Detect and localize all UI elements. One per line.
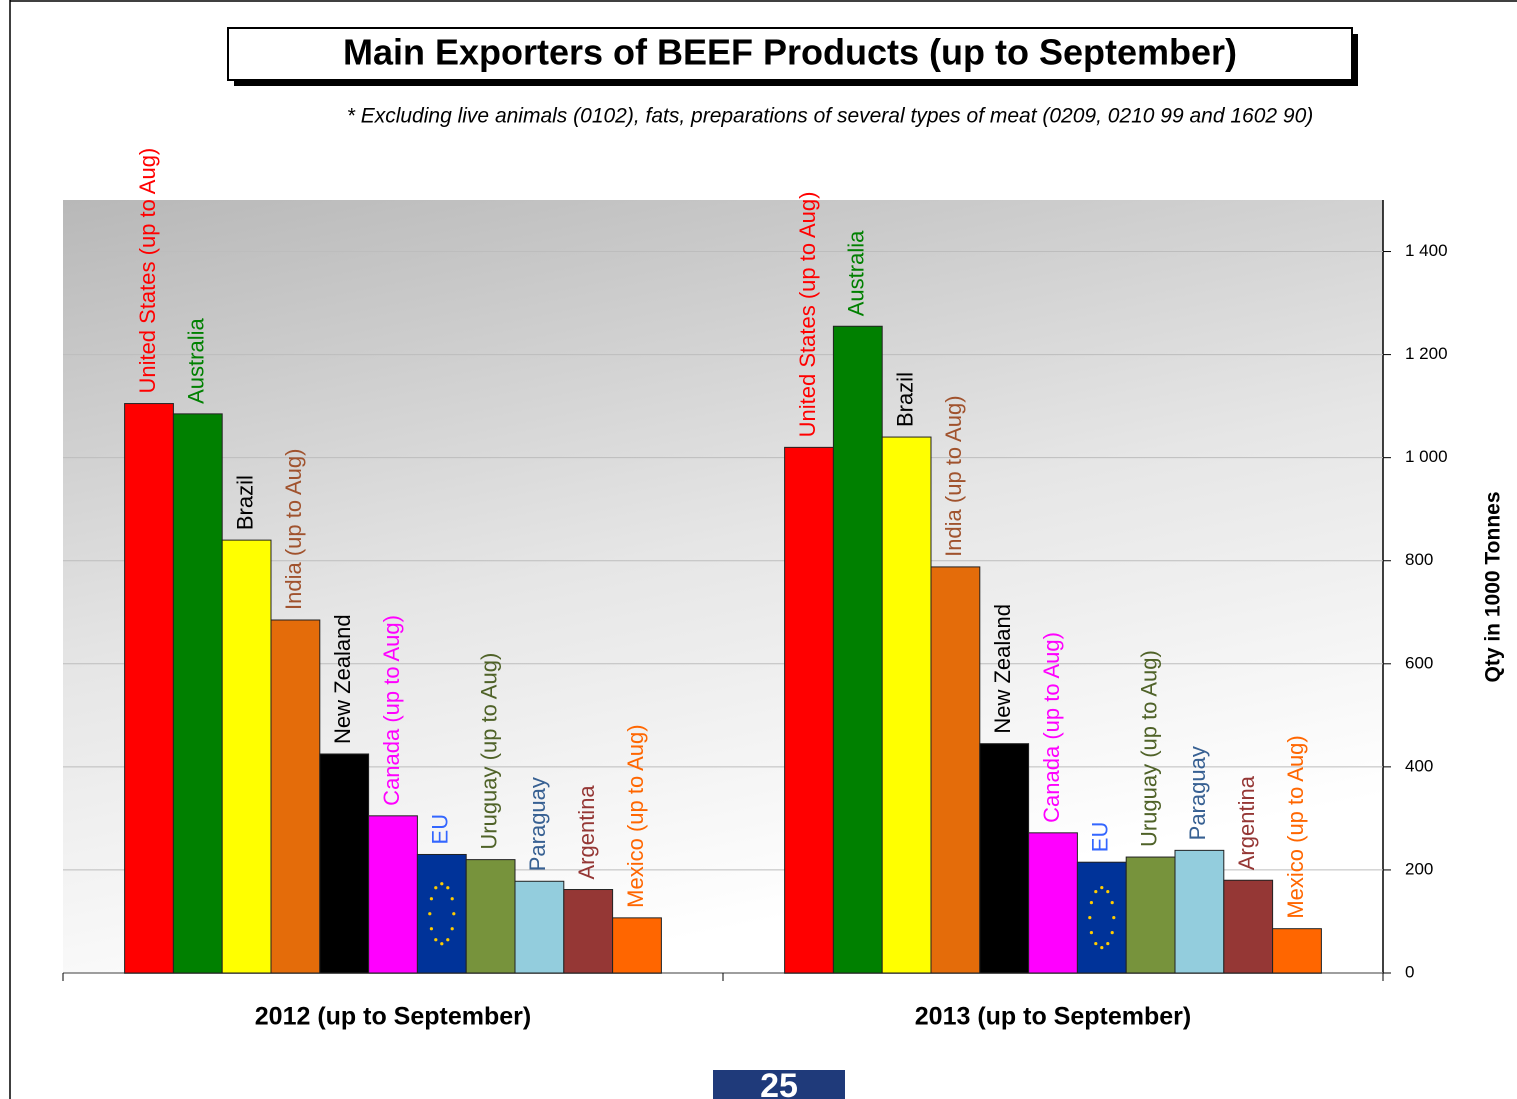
eu-star [434, 938, 438, 942]
series-label: Paraguay [1185, 746, 1210, 840]
series-label: Australia [184, 318, 209, 404]
bar [172, 413, 223, 974]
bar [1174, 849, 1225, 974]
eu-star [450, 927, 454, 931]
eu-star [1088, 916, 1092, 920]
title-box [227, 27, 1353, 81]
eu-star [1100, 946, 1104, 950]
eu-star [429, 927, 434, 931]
eu-star [446, 938, 450, 942]
series-label: Australia [844, 230, 869, 316]
eu-star [446, 886, 450, 890]
series-label: India (up to Aug) [941, 395, 966, 556]
eu-star [1110, 931, 1114, 935]
x-tick-label: 2012 (up to September) [255, 1003, 531, 1031]
eu-star [1106, 890, 1110, 894]
bar [221, 539, 272, 974]
series-label: Argentina [1234, 775, 1259, 870]
y-axis-label: Qty in 1000 Tonnes [1482, 492, 1505, 683]
bar [784, 446, 834, 974]
eu-star [450, 897, 454, 901]
y-tick-label: 600 [1405, 653, 1433, 672]
y-tick-label: 1 200 [1405, 344, 1448, 363]
bar [514, 880, 565, 974]
x-tick-label: 2013 (up to September) [915, 1003, 1191, 1031]
series-label: EU [1088, 822, 1113, 853]
series-label: United States (up to Aug) [795, 192, 820, 438]
eu-star [1110, 901, 1114, 905]
eu-star [1106, 941, 1110, 946]
eu-star [1094, 941, 1098, 946]
bar [832, 325, 883, 974]
bar [1028, 832, 1078, 974]
eu-star [1112, 916, 1116, 920]
page-number: 25 [760, 1067, 798, 1099]
eu-star [1100, 886, 1104, 890]
y-tick-label: 800 [1405, 550, 1433, 569]
eu-star [434, 886, 438, 890]
eu-star [1089, 931, 1094, 935]
bar [930, 566, 981, 974]
series-label: Paraguay [525, 777, 550, 871]
series-label: Canada (up to Aug) [1039, 632, 1064, 823]
chart-title: Main Exporters of BEEF Products (up to S… [343, 32, 1237, 73]
bar [368, 815, 418, 974]
series-label: Uruguay (up to Aug) [476, 653, 501, 850]
bar [1223, 879, 1274, 974]
y-tick-label: 200 [1405, 859, 1433, 878]
bar [416, 853, 467, 974]
eu-star [452, 912, 456, 916]
series-label: New Zealand [990, 604, 1015, 734]
y-tick-label: 400 [1405, 756, 1433, 775]
eu-star [1089, 901, 1094, 905]
bar [563, 889, 614, 974]
series-label: New Zealand [330, 614, 355, 744]
series-label: Argentina [574, 785, 599, 880]
bar [1125, 856, 1176, 974]
bar [270, 619, 321, 974]
eu-star [440, 882, 444, 886]
series-label: Canada (up to Aug) [379, 615, 404, 806]
bar [1076, 861, 1127, 974]
bar [881, 436, 932, 974]
page-number-box [713, 1070, 845, 1099]
bar [979, 743, 1030, 974]
subtitle: * Excluding live animals (0102), fats, p… [347, 105, 1314, 128]
series-label: Mexico (up to Aug) [623, 724, 648, 907]
bar [124, 403, 174, 974]
series-label: India (up to Aug) [281, 449, 306, 610]
series-label: Uruguay (up to Aug) [1136, 650, 1161, 847]
series-label: United States (up to Aug) [135, 148, 160, 394]
y-tick-label: 0 [1405, 962, 1414, 981]
y-tick-label: 1 000 [1405, 447, 1448, 466]
eu-star [1094, 890, 1098, 894]
bar [612, 917, 662, 974]
series-label: Brazil [892, 372, 917, 427]
series-label: Brazil [232, 475, 257, 530]
y-tick-label: 1 400 [1405, 241, 1448, 260]
series-label: EU [428, 814, 453, 845]
eu-star [428, 912, 432, 916]
series-label: Mexico (up to Aug) [1283, 735, 1308, 918]
bar [1272, 928, 1322, 974]
eu-star [440, 942, 444, 946]
bar [319, 753, 370, 974]
bar [465, 859, 516, 974]
eu-star [429, 897, 434, 901]
